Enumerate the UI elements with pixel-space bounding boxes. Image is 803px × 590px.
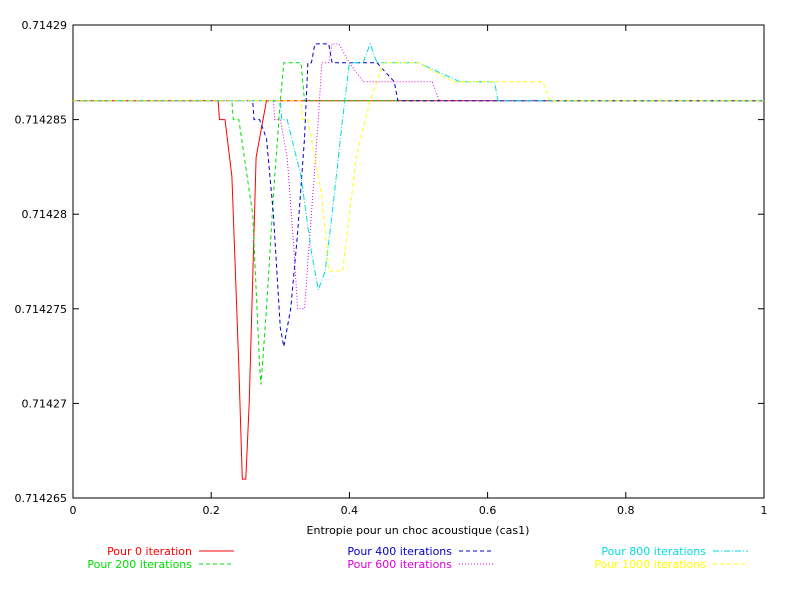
plot-frame: [72, 24, 765, 499]
y-tick-label: 0.71428: [22, 208, 68, 221]
x-tick-label: 0: [70, 504, 77, 517]
legend-label: Pour 0 iteration: [107, 545, 192, 558]
y-tick-label: 0.714265: [15, 492, 68, 505]
legend-label: Pour 600 iterations: [347, 558, 452, 571]
axis-ticks: 0 0.2 0.4 0.6 0.8 1 0.714265 0.71427 0.714275 0.7…: [15, 19, 768, 517]
series-group: [73, 42, 764, 480]
legend-label: Pour 200 iterations: [87, 558, 192, 571]
series-line: [73, 62, 764, 272]
series-line: [73, 43, 764, 347]
x-tick-label: 0.6: [479, 504, 497, 517]
legend-label: Pour 1000 iterations: [594, 558, 706, 571]
series-line: [73, 43, 764, 310]
legend-label: Pour 800 iterations: [601, 545, 706, 558]
x-tick-label: 0.2: [202, 504, 220, 517]
x-tick-label: 1: [761, 504, 768, 517]
y-tick-label: 0.71429: [22, 19, 68, 32]
y-tick-label: 0.714275: [15, 303, 68, 316]
x-axis-label: Entropie pour un choc acoustique (cas1): [307, 524, 530, 537]
y-tick-label: 0.714285: [15, 114, 68, 127]
y-tick-label: 0.71427: [22, 397, 68, 410]
x-tick-label: 0.8: [617, 504, 635, 517]
series-line: [73, 42, 764, 292]
legend-label: Pour 400 iterations: [347, 545, 452, 558]
x-tick-label: 0.4: [341, 504, 359, 517]
series-line: [73, 62, 764, 385]
series-line: [73, 100, 764, 480]
